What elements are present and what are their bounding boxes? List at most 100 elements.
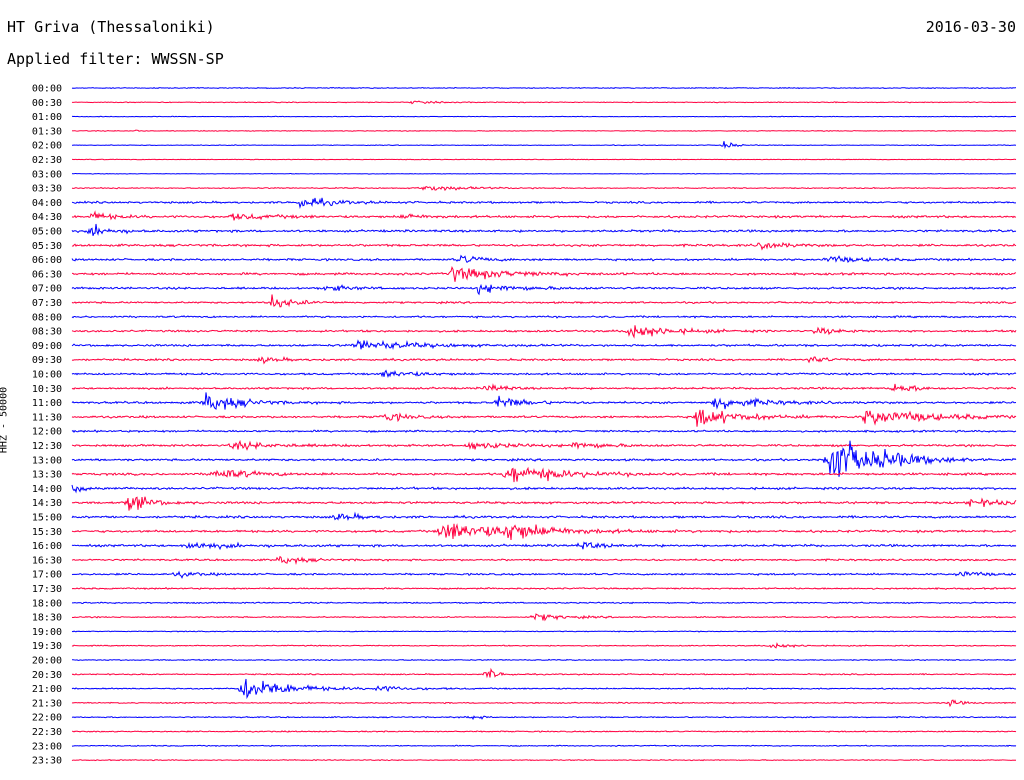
hour-label: 02:00 [32, 141, 62, 152]
hour-label: 23:30 [32, 756, 62, 767]
hour-label: 19:30 [32, 641, 62, 652]
hour-label: 21:00 [32, 684, 62, 695]
trace-line [71, 699, 1016, 708]
hour-label: 07:30 [32, 298, 62, 309]
hour-label: 17:00 [32, 570, 62, 581]
hour-label: 22:30 [32, 727, 62, 738]
hour-label: 15:00 [32, 513, 62, 524]
trace-line [71, 555, 1017, 566]
trace-line [71, 466, 1017, 483]
trace-line [71, 383, 1016, 392]
hour-label: 00:30 [32, 98, 62, 109]
filter-label: Applied filter: WWSSN-SP [7, 50, 224, 68]
hour-label: 12:30 [32, 441, 62, 452]
trace-line [71, 613, 1017, 622]
trace-line [71, 325, 1017, 339]
trace-line [71, 254, 1017, 264]
hour-label: 04:00 [32, 198, 62, 209]
station-title: HT Griva (Thessaloniki) [7, 18, 215, 36]
hour-label: 06:30 [32, 269, 62, 280]
hour-label: 01:00 [32, 112, 62, 123]
trace-line [71, 241, 1017, 251]
hour-label: 10:30 [32, 384, 62, 395]
trace-line [71, 715, 1017, 721]
trace-line [71, 642, 1017, 649]
hour-label: 02:30 [32, 155, 62, 166]
hour-label: 18:00 [32, 598, 62, 609]
trace-line [71, 115, 1017, 118]
hour-label: 11:30 [32, 412, 62, 423]
date-label: 2016-03-30 [925, 18, 1016, 36]
hour-label: 19:00 [32, 627, 62, 638]
trace-line [71, 541, 1017, 551]
hour-label: 20:30 [32, 670, 62, 681]
trace-line [71, 100, 1017, 105]
trace-line [71, 523, 1017, 540]
hour-label: 04:30 [32, 212, 62, 223]
hour-label: 14:30 [32, 498, 62, 509]
hour-label: 05:30 [32, 241, 62, 252]
trace-line [71, 658, 1017, 662]
hour-label: 01:30 [32, 126, 62, 137]
hour-label: 08:00 [32, 312, 62, 323]
hour-label: 08:30 [32, 327, 62, 338]
trace-line [71, 392, 1017, 410]
hour-label: 09:00 [32, 341, 62, 352]
trace-line [71, 667, 1017, 679]
trace-line [71, 678, 1017, 700]
trace-line [71, 141, 1017, 150]
hour-label: 12:00 [32, 427, 62, 438]
trace-line [71, 601, 1017, 605]
trace-line [71, 511, 1017, 521]
trace-line [71, 315, 1017, 319]
trace-line [71, 409, 1017, 427]
hour-label: 00:00 [32, 84, 62, 95]
trace-line [71, 758, 1017, 762]
hour-label: 06:00 [32, 255, 62, 266]
trace-line [71, 439, 1017, 451]
trace-line [71, 185, 1017, 192]
trace-line [71, 570, 1017, 579]
trace-line [71, 86, 1016, 90]
trace-line [72, 158, 1017, 161]
hour-label: 20:00 [32, 656, 62, 667]
hour-label: 03:30 [32, 184, 62, 195]
hour-label: 23:00 [32, 741, 62, 752]
trace-line [71, 496, 1017, 511]
trace-line [71, 586, 1017, 591]
trace-line [71, 630, 1017, 633]
hour-label: 17:30 [32, 584, 62, 595]
trace-line [71, 744, 1017, 748]
trace-line [71, 369, 1017, 379]
trace-line [71, 129, 1017, 132]
hour-label: 07:00 [32, 284, 62, 295]
trace-line [71, 339, 1017, 350]
trace-line [71, 440, 1017, 477]
hour-label: 16:30 [32, 555, 62, 566]
hour-label: 21:30 [32, 698, 62, 709]
hour-label: 18:30 [32, 613, 62, 624]
hour-label: 10:00 [32, 370, 62, 381]
trace-line [71, 429, 1017, 434]
trace-line [71, 484, 1017, 494]
trace-line [71, 356, 1017, 365]
trace-line [71, 283, 1017, 296]
hour-label: 14:00 [32, 484, 62, 495]
hour-label: 11:00 [32, 398, 62, 409]
hour-label: 13:30 [32, 470, 62, 481]
trace-line [71, 730, 1017, 733]
trace-line [71, 172, 1016, 175]
hour-label: 13:00 [32, 455, 62, 466]
hour-label: 09:30 [32, 355, 62, 366]
hour-label: 15:30 [32, 527, 62, 538]
trace-line [72, 265, 1017, 282]
hour-label: 16:00 [32, 541, 62, 552]
trace-line [71, 197, 1016, 209]
hour-label: 22:00 [32, 713, 62, 724]
trace-line [71, 223, 1017, 236]
trace-line [71, 210, 1017, 221]
hour-label: 05:00 [32, 227, 62, 238]
hour-label: 03:00 [32, 169, 62, 180]
trace-line [71, 294, 1017, 308]
